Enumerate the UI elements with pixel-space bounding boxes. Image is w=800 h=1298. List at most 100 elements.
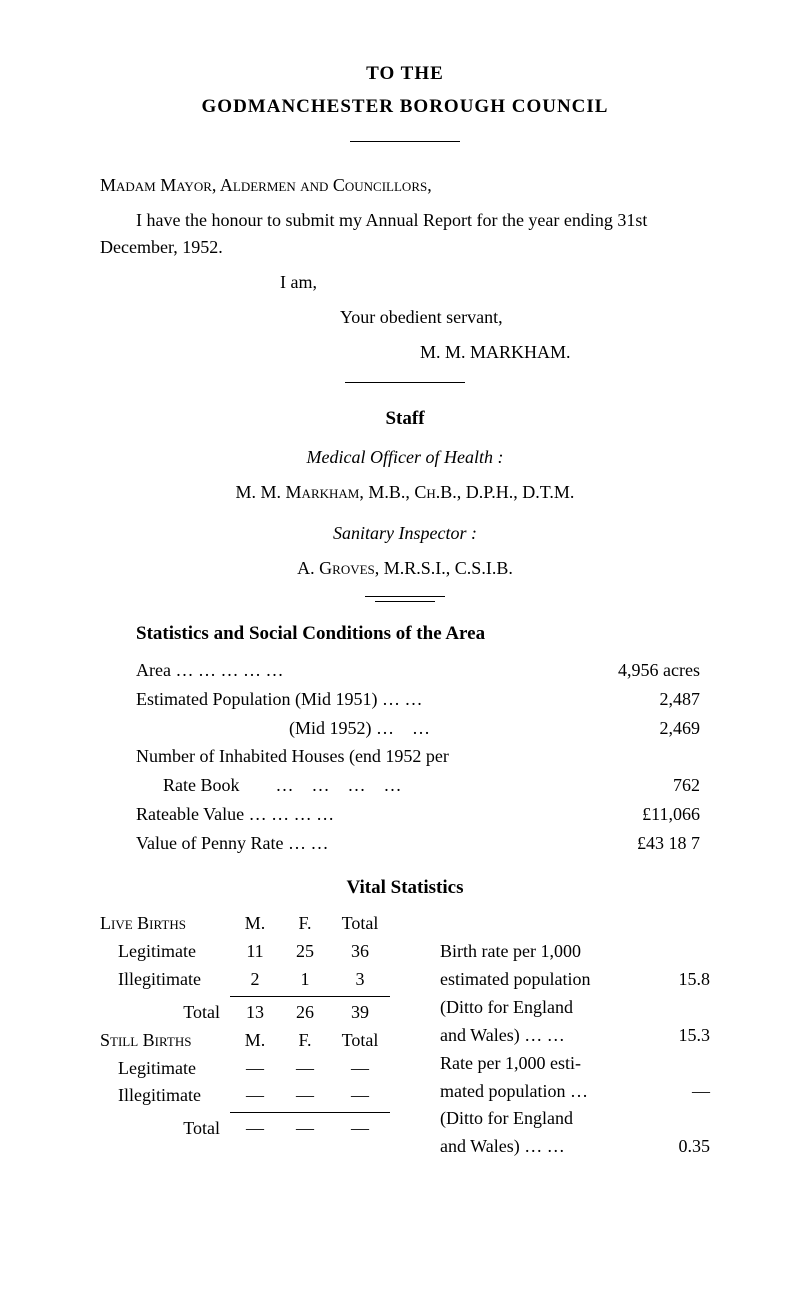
stats-row: Number of Inhabited Houses (end 1952 per [136, 742, 710, 771]
cell: — [230, 1082, 280, 1110]
vital-grid: Live Births M. F. Total Legitimate 11 25… [100, 910, 710, 1161]
cell: — [330, 1082, 390, 1110]
desc-text: mated population … [440, 1078, 650, 1106]
desc-value: 15.3 [650, 1022, 710, 1050]
live-births-label: Live Births [100, 910, 230, 938]
col-total: Total [330, 1027, 390, 1055]
col-f: F. [280, 910, 330, 938]
stats-row: Rate Book … … … … 762 [136, 771, 710, 800]
title-line-2: GODMANCHESTER BOROUGH COUNCIL [100, 93, 710, 122]
col-m: M. [230, 1027, 280, 1055]
stats-row: Estimated Population (Mid 1951) … … 2,48… [136, 685, 710, 714]
vital-row: Total — — — [100, 1115, 430, 1143]
desc-value: 0.35 [650, 1133, 710, 1161]
stats-label: Number of Inhabited Houses (end 1952 per [136, 742, 570, 771]
sanitary-inspector-title: Sanitary Inspector : [100, 520, 710, 547]
title-line-1: TO THE [100, 60, 710, 89]
desc-text: and Wales) … … [440, 1022, 650, 1050]
vital-right-desc: Birth rate per 1,000 estimated populatio… [430, 910, 710, 1161]
col-m: M. [230, 910, 280, 938]
stats-value: 4,956 acres [570, 656, 710, 685]
desc-text: (Ditto for England [440, 994, 710, 1022]
cell: — [330, 1115, 390, 1143]
cell: 11 [230, 938, 280, 966]
divider [350, 141, 460, 142]
vital-row: Total 13 26 39 [100, 999, 430, 1027]
table-rule [230, 996, 390, 997]
still-births-label: Still Births [100, 1027, 230, 1055]
vital-left-table: Live Births M. F. Total Legitimate 11 25… [100, 910, 430, 1161]
stats-value [570, 742, 710, 771]
desc-row: estimated population 15.8 [440, 966, 710, 994]
desc-row: (Ditto for England [440, 1105, 710, 1133]
cell: 39 [330, 999, 390, 1027]
intro-paragraph: I have the honour to submit my Annual Re… [100, 207, 710, 261]
col-total: Total [330, 910, 390, 938]
stats-value: 2,469 [570, 714, 710, 743]
cell: — [280, 1055, 330, 1083]
stats-block: Area … … … … … 4,956 acres Estimated Pop… [136, 656, 710, 858]
stats-row: (Mid 1952) … … 2,469 [136, 714, 710, 743]
divider [365, 596, 445, 597]
desc-row: mated population … — [440, 1078, 710, 1106]
desc-value: 15.8 [650, 966, 710, 994]
vital-header-row: Live Births M. F. Total [100, 910, 430, 938]
legitimate-label: Legitimate [100, 1055, 230, 1083]
illegitimate-label: Illegitimate [100, 966, 230, 994]
desc-row: Birth rate per 1,000 [440, 938, 710, 966]
cell: — [230, 1115, 280, 1143]
divider [375, 601, 435, 602]
desc-row: and Wales) … … 15.3 [440, 1022, 710, 1050]
legitimate-label: Legitimate [100, 938, 230, 966]
cell: 1 [280, 966, 330, 994]
stats-value: £43 18 7 [570, 829, 710, 858]
desc-text: Birth rate per 1,000 [440, 938, 710, 966]
i-am: I am, [280, 269, 710, 296]
divider [345, 382, 465, 383]
salutation: Madam Mayor, Aldermen and Councillors, [100, 172, 710, 199]
stats-value: 762 [570, 771, 710, 800]
stats-row: Area … … … … … 4,956 acres [136, 656, 710, 685]
desc-text: (Ditto for England [440, 1105, 710, 1133]
vital-row: Legitimate 11 25 36 [100, 938, 430, 966]
cell: — [230, 1055, 280, 1083]
stats-label: Rateable Value … … … … [136, 800, 570, 829]
staff-heading: Staff [100, 405, 710, 434]
author-signature: M. M. MARKHAM. [420, 339, 710, 366]
illegitimate-label: Illegitimate [100, 1082, 230, 1110]
stats-value: 2,487 [570, 685, 710, 714]
stats-value: £11,066 [570, 800, 710, 829]
cell: 2 [230, 966, 280, 994]
obedient-servant: Your obedient servant, [340, 304, 710, 331]
desc-row: and Wales) … … 0.35 [440, 1133, 710, 1161]
desc-text: estimated population [440, 966, 650, 994]
stats-label: (Mid 1952) … … [136, 714, 570, 743]
stats-row: Value of Penny Rate … … £43 18 7 [136, 829, 710, 858]
cell: 13 [230, 999, 280, 1027]
vital-header-row: Still Births M. F. Total [100, 1027, 430, 1055]
cell: 25 [280, 938, 330, 966]
desc-row: Rate per 1,000 esti- [440, 1050, 710, 1078]
stats-label: Area … … … … … [136, 656, 570, 685]
vital-heading: Vital Statistics [100, 874, 710, 903]
vital-row: Illegitimate — — — [100, 1082, 430, 1110]
cell: 3 [330, 966, 390, 994]
spacer-row [440, 910, 710, 938]
stats-label: Rate Book … … … … [136, 771, 570, 800]
desc-text: Rate per 1,000 esti- [440, 1050, 710, 1078]
cell: — [280, 1115, 330, 1143]
cell: 26 [280, 999, 330, 1027]
sanitary-inspector-name: A. Groves, M.R.S.I., C.S.I.B. [297, 558, 513, 578]
desc-value: — [650, 1078, 710, 1106]
desc-row: (Ditto for England [440, 994, 710, 1022]
vital-row: Illegitimate 2 1 3 [100, 966, 430, 994]
stats-label: Estimated Population (Mid 1951) … … [136, 685, 570, 714]
cell: 36 [330, 938, 390, 966]
medical-officer-title: Medical Officer of Health : [100, 444, 710, 471]
stats-heading: Statistics and Social Conditions of the … [136, 620, 710, 649]
vital-row: Legitimate — — — [100, 1055, 430, 1083]
table-rule [230, 1112, 390, 1113]
cell: — [280, 1082, 330, 1110]
total-label: Total [100, 1115, 230, 1143]
desc-text: and Wales) … … [440, 1133, 650, 1161]
